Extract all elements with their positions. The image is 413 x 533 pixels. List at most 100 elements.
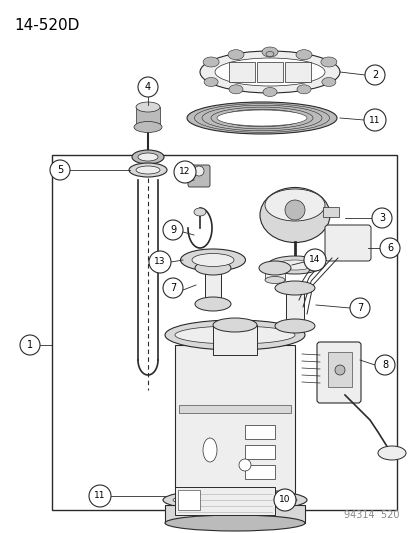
Bar: [175, 345, 294, 500]
Ellipse shape: [216, 110, 306, 126]
Circle shape: [50, 160, 70, 180]
FancyBboxPatch shape: [188, 165, 209, 187]
Text: 11: 11: [368, 116, 380, 125]
Ellipse shape: [228, 85, 242, 94]
Bar: [327, 352, 351, 387]
Ellipse shape: [192, 254, 233, 266]
Bar: [136, 107, 159, 127]
Text: 9: 9: [169, 225, 176, 235]
Circle shape: [374, 355, 394, 375]
Ellipse shape: [320, 57, 336, 67]
Circle shape: [303, 249, 325, 271]
Ellipse shape: [195, 297, 230, 311]
Ellipse shape: [194, 208, 206, 216]
Ellipse shape: [180, 249, 245, 271]
Bar: [165, 505, 304, 523]
Text: 5: 5: [57, 165, 63, 175]
Ellipse shape: [195, 261, 230, 275]
Ellipse shape: [266, 52, 273, 56]
Bar: [244, 445, 274, 459]
Bar: [178, 490, 199, 510]
Circle shape: [163, 278, 183, 298]
Ellipse shape: [261, 47, 277, 57]
Ellipse shape: [173, 493, 296, 507]
Circle shape: [238, 459, 250, 471]
Bar: [175, 487, 274, 515]
Circle shape: [364, 65, 384, 85]
Ellipse shape: [212, 318, 256, 332]
Ellipse shape: [138, 153, 158, 161]
Ellipse shape: [163, 489, 306, 511]
Text: 14: 14: [309, 255, 320, 264]
Ellipse shape: [136, 166, 159, 174]
Ellipse shape: [204, 77, 218, 86]
Circle shape: [20, 335, 40, 355]
Ellipse shape: [165, 515, 304, 531]
FancyBboxPatch shape: [316, 342, 360, 403]
Bar: [244, 465, 274, 479]
Ellipse shape: [214, 58, 324, 86]
Text: 2: 2: [371, 70, 377, 80]
Circle shape: [163, 220, 183, 240]
Circle shape: [173, 161, 195, 183]
Text: 11: 11: [94, 491, 105, 500]
Ellipse shape: [203, 57, 218, 67]
Bar: [204, 268, 221, 304]
Text: 10: 10: [279, 496, 290, 505]
Circle shape: [138, 77, 158, 97]
Ellipse shape: [175, 326, 294, 344]
Ellipse shape: [274, 281, 314, 295]
Bar: [228, 62, 254, 82]
Bar: [52, 155, 396, 510]
Text: 14-520D: 14-520D: [14, 18, 79, 33]
Ellipse shape: [165, 320, 304, 350]
Bar: [256, 62, 282, 82]
Ellipse shape: [264, 189, 324, 221]
Bar: [322, 207, 338, 217]
Circle shape: [379, 238, 399, 258]
Ellipse shape: [267, 256, 322, 274]
Circle shape: [371, 208, 391, 228]
FancyBboxPatch shape: [324, 225, 370, 261]
Ellipse shape: [259, 261, 290, 275]
Ellipse shape: [262, 87, 276, 96]
Text: 94314  520: 94314 520: [344, 510, 399, 520]
Ellipse shape: [321, 77, 335, 86]
Ellipse shape: [377, 446, 405, 460]
Ellipse shape: [274, 319, 314, 333]
Ellipse shape: [228, 50, 243, 60]
Bar: [284, 62, 310, 82]
Circle shape: [363, 109, 385, 131]
Text: 4: 4: [145, 82, 151, 92]
Ellipse shape: [264, 277, 284, 284]
Text: 6: 6: [386, 243, 392, 253]
Bar: [264, 268, 284, 280]
Text: 1: 1: [27, 340, 33, 350]
Ellipse shape: [134, 122, 161, 133]
Circle shape: [89, 485, 111, 507]
Ellipse shape: [202, 438, 216, 462]
Ellipse shape: [129, 163, 166, 177]
Text: 12: 12: [179, 167, 190, 176]
Ellipse shape: [276, 260, 312, 270]
Ellipse shape: [136, 102, 159, 112]
Ellipse shape: [295, 50, 311, 60]
Circle shape: [194, 166, 204, 176]
Ellipse shape: [187, 102, 336, 134]
Text: 7: 7: [169, 283, 176, 293]
Ellipse shape: [296, 85, 310, 94]
Circle shape: [284, 200, 304, 220]
Ellipse shape: [132, 150, 164, 164]
Circle shape: [349, 298, 369, 318]
Bar: [212, 325, 256, 355]
Circle shape: [149, 251, 171, 273]
Bar: [285, 288, 303, 326]
Ellipse shape: [259, 188, 329, 243]
Text: 8: 8: [381, 360, 387, 370]
Circle shape: [334, 365, 344, 375]
Text: 3: 3: [378, 213, 384, 223]
Text: 13: 13: [154, 257, 165, 266]
Bar: [178, 405, 290, 413]
Ellipse shape: [199, 51, 339, 93]
Circle shape: [273, 489, 295, 511]
